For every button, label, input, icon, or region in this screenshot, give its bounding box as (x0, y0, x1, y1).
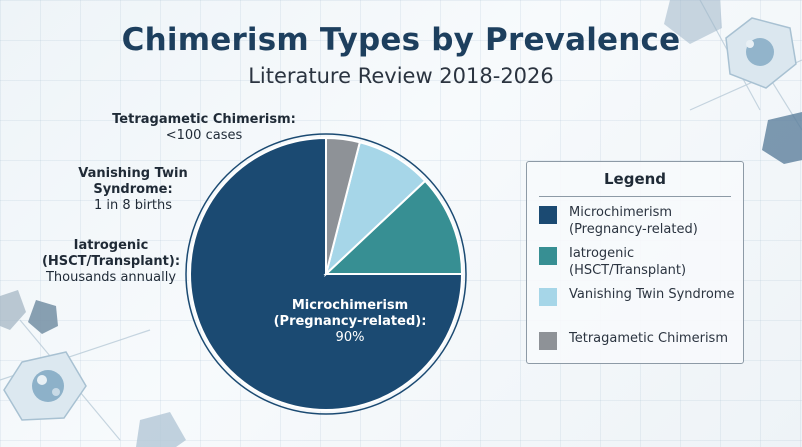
callout-vanishing-twin: Vanishing Twin Syndrome: 1 in 8 births (58, 166, 208, 214)
legend-title: Legend (603, 170, 667, 188)
legend-item-microchimerism: Microchimerism (Pregnancy-related) (539, 204, 739, 238)
legend-swatch (539, 206, 557, 224)
slice-label-name: Microchimerism (Pregnancy-related): (273, 298, 427, 329)
hexagon-icon (0, 290, 26, 330)
pie-outer-ring (185, 133, 467, 415)
legend-item-iatrogenic: Iatrogenic (HSCT/Transplant) (539, 245, 739, 279)
chart-subtitle: Literature Review 2018-2026 (248, 64, 554, 88)
legend-swatch (539, 247, 557, 265)
legend-item-tetragametic: Tetragametic Chimerism (539, 330, 739, 350)
slice-label-value: 1 in 8 births (93, 198, 173, 213)
legend-swatch (539, 332, 557, 350)
hexagon-icon (762, 112, 802, 164)
legend-label: Vanishing Twin Syndrome (569, 287, 735, 302)
legend-label: Microchimerism (Pregnancy-related) (569, 205, 698, 237)
slice-label-name: Vanishing Twin Syndrome: (78, 166, 188, 197)
pie-slice-tetragametic-chimerism (325, 136, 362, 275)
legend-label: Tetragametic Chimerism (569, 331, 728, 346)
callout-tetragametic: Tetragametic Chimerism: <100 cases (104, 112, 304, 144)
slice-label-value: <100 cases (165, 128, 243, 143)
legend-box: Legend Microchimerism (Pregnancy-related… (526, 161, 744, 364)
legend-divider (539, 196, 731, 197)
callout-iatrogenic: Iatrogenic (HSCT/Transplant): Thousands … (36, 238, 186, 286)
callout-microchimerism: Microchimerism (Pregnancy-related): 90% (256, 298, 444, 346)
chart-title: Chimerism Types by Prevalence (121, 22, 681, 58)
legend-swatch (539, 288, 557, 306)
hexagon-icon (664, 0, 722, 44)
pie-slice-iatrogenic-hsct-transplant (323, 179, 464, 275)
legend-item-vanishing-twin: Vanishing Twin Syndrome (539, 286, 739, 306)
slice-label-value: 90% (335, 330, 365, 345)
slice-label-name: Tetragametic Chimerism: (112, 112, 296, 127)
legend-label: Iatrogenic (HSCT/Transplant) (569, 246, 687, 278)
hexagon-icon (136, 412, 186, 447)
hexagon-icon (28, 300, 58, 334)
slice-label-value: Thousands annually (45, 270, 177, 285)
slice-label-name: Iatrogenic (HSCT/Transplant): (41, 238, 181, 269)
